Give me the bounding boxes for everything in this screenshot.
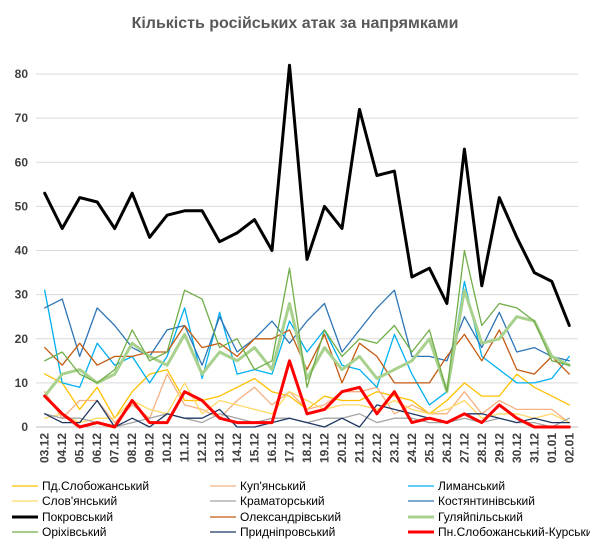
y-tick-label: 20	[15, 332, 29, 346]
legend-label-6: Покровський	[42, 510, 113, 524]
x-tick-label: 17.12	[283, 433, 297, 463]
x-tick-label: 21.12	[352, 433, 366, 463]
series-line-7	[44, 324, 570, 384]
series-lines	[43, 63, 571, 429]
x-tick-label: 29.12	[492, 433, 506, 463]
y-tick-label: 0	[21, 420, 28, 434]
y-tick-label: 30	[15, 288, 29, 302]
series-line-6	[43, 63, 571, 327]
x-tick-label: 27.12	[457, 433, 471, 463]
x-tick-label: 14.12	[230, 433, 244, 463]
y-tick-label: 60	[15, 155, 29, 169]
x-tick-label: 16.12	[265, 433, 279, 463]
series-line-9	[44, 249, 570, 393]
legend-label-4: Краматорський	[240, 494, 325, 508]
x-tick-label: 08.12	[125, 433, 139, 463]
x-tick-label: 19.12	[317, 433, 331, 463]
y-tick-label: 50	[15, 199, 29, 213]
x-tick-label: 15.12	[248, 433, 262, 463]
series-line-10	[44, 399, 570, 428]
x-tick-label: 23.12	[387, 433, 401, 463]
x-tick-label: 28.12	[475, 433, 489, 463]
legend-label-0: Пд.Слобожанський	[42, 479, 149, 493]
legend-label-2: Лиманський	[438, 479, 505, 493]
x-tick-label: 18.12	[300, 433, 314, 463]
x-tick-label: 02.01	[562, 433, 576, 463]
x-tick-label: 03.12	[38, 433, 52, 463]
x-tick-label: 12.12	[195, 433, 209, 463]
x-tick-label: 05.12	[73, 433, 87, 463]
legend-label-5: Костянтинівський	[438, 494, 535, 508]
x-tick-label: 30.12	[510, 433, 524, 463]
legend-label-1: Куп'янський	[240, 479, 306, 493]
legend-label-10: Придніпровський	[240, 525, 335, 539]
x-tick-label: 11.12	[178, 433, 192, 463]
series-line-11	[43, 359, 571, 429]
legend-label-9: Оріхівський	[42, 525, 107, 539]
axes: 0 10 20 30 40 50 60 70 80 03.12 04.12 05.12 06.12 07.…	[15, 67, 578, 463]
y-tick-label: 40	[15, 244, 29, 258]
x-tick-label: 13.12	[213, 433, 227, 463]
x-tick-label: 31.12	[527, 433, 541, 463]
legend-label-11: Пн.Слобожанський-Курський	[438, 525, 590, 539]
x-tick-label: 09.12	[143, 433, 157, 463]
series-line-8	[43, 288, 571, 398]
legend: Пд.Слобожанський Куп'янський Лиманський Сло…	[12, 479, 590, 539]
x-tick-label: 25.12	[422, 433, 436, 463]
x-tick-label: 22.12	[370, 433, 384, 463]
x-tick-label: 07.12	[108, 433, 122, 463]
series-line-5	[44, 289, 570, 366]
x-tick-label: 20.12	[335, 433, 349, 463]
x-tick-label: 24.12	[405, 433, 419, 463]
chart-title: Кількість російських атак за напрямками	[132, 15, 459, 32]
y-tick-label: 10	[15, 376, 29, 390]
legend-label-8: Гуляйпільський	[438, 510, 523, 524]
x-tick-label: 04.12	[55, 433, 69, 463]
y-tick-label: 70	[15, 111, 29, 125]
legend-label-3: Слов'янський	[42, 494, 117, 508]
x-tick-label: 26.12	[440, 433, 454, 463]
legend-label-7: Олександрівський	[240, 510, 341, 524]
x-tick-label: 06.12	[90, 433, 104, 463]
y-tick-label: 80	[15, 67, 29, 81]
x-tick-label: 01.01	[545, 433, 559, 463]
x-tick-label: 10.12	[160, 433, 174, 463]
